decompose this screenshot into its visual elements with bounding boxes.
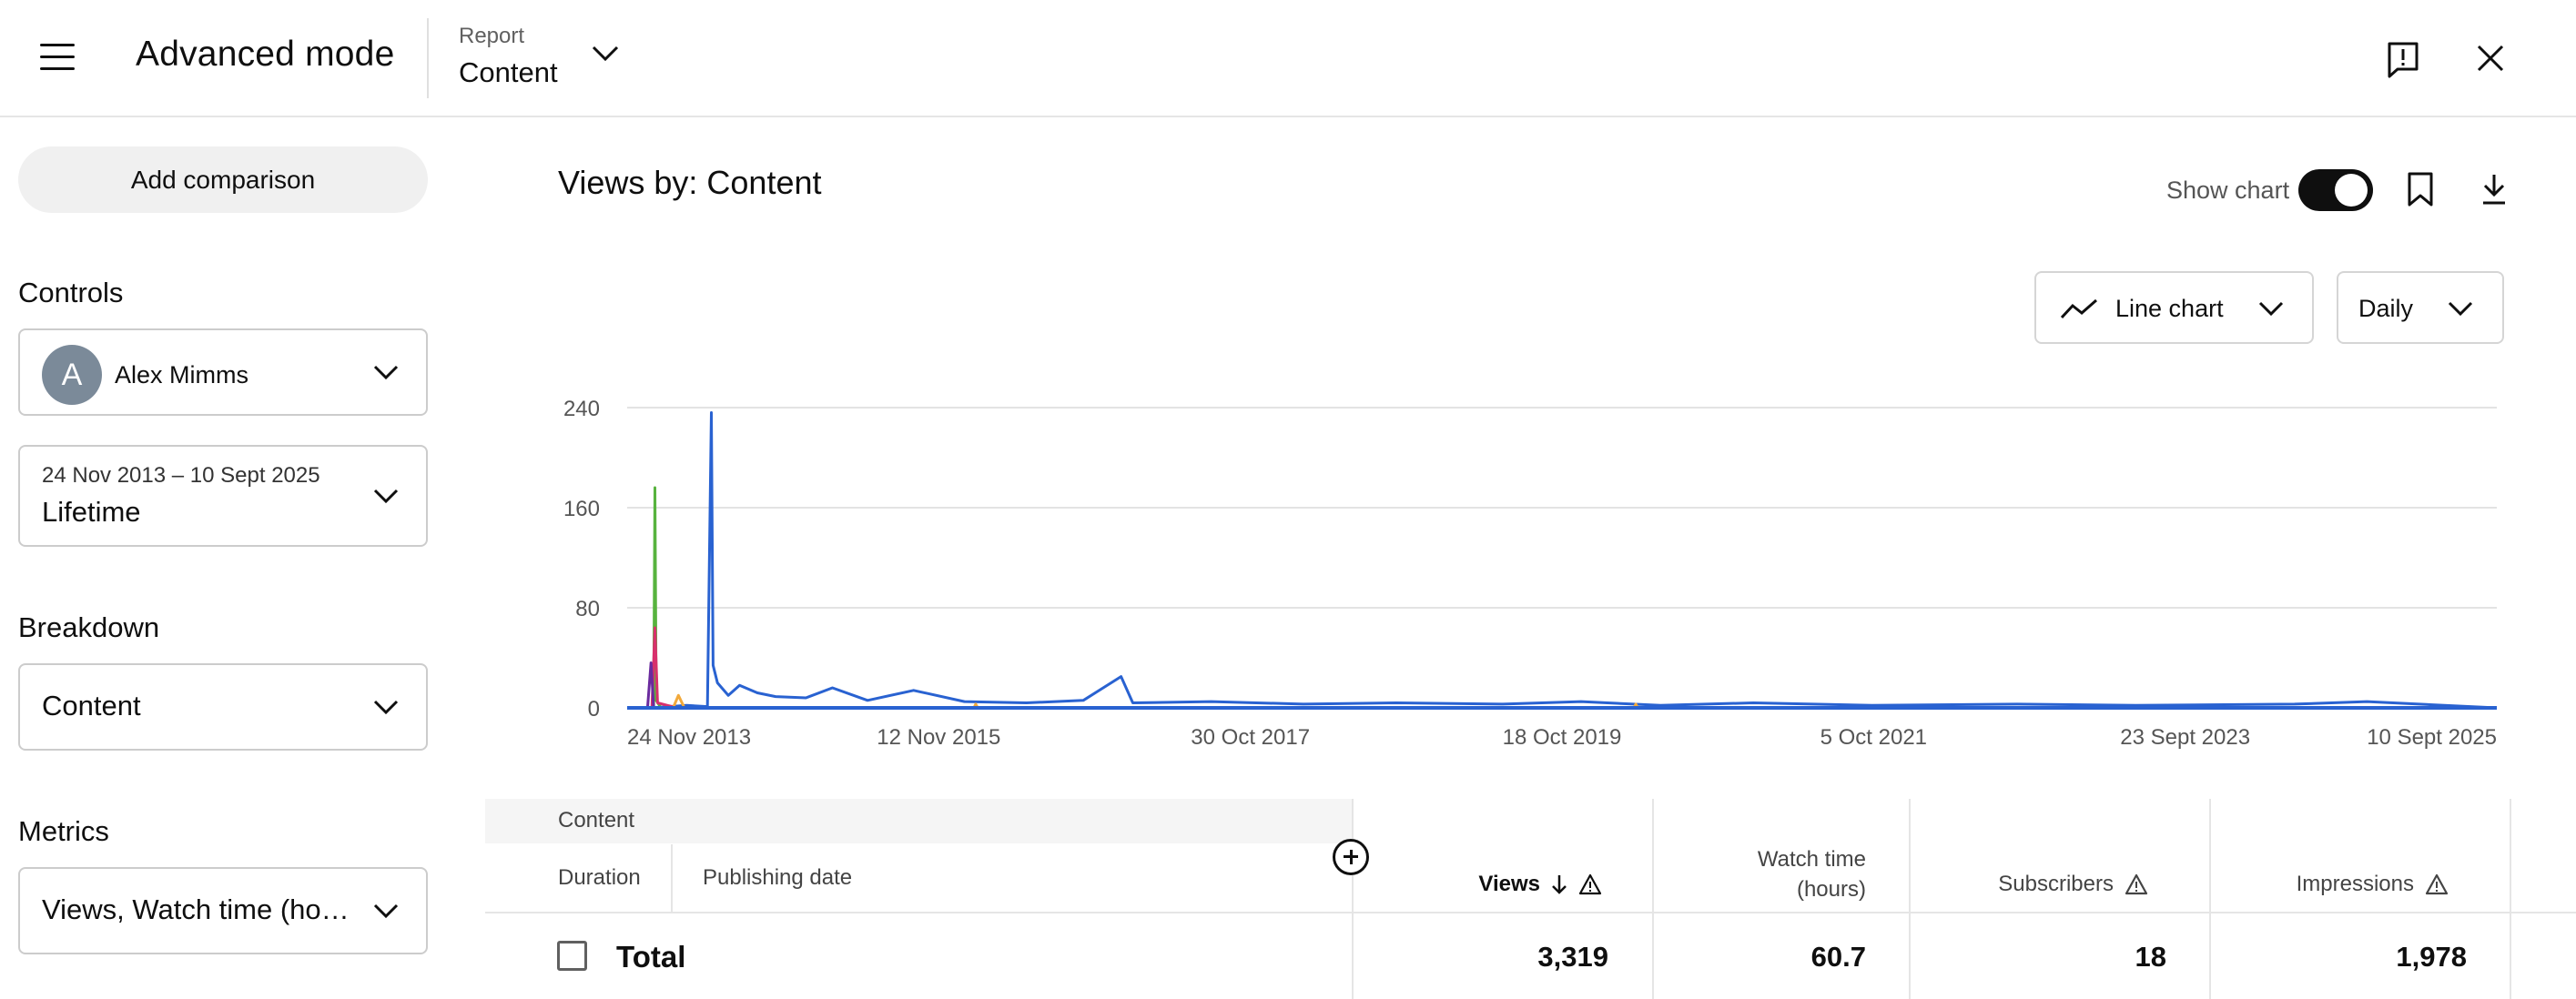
column-header-impressions[interactable]: Impressions xyxy=(2239,872,2449,897)
total-impressions: 1,978 xyxy=(2396,941,2467,973)
column-header-duration[interactable]: Duration xyxy=(558,865,641,890)
controls-heading: Controls xyxy=(18,277,124,308)
metrics-selector[interactable]: Views, Watch time (hours) xyxy=(18,867,428,954)
interval-label: Daily xyxy=(2358,295,2414,322)
avatar: A xyxy=(42,345,102,405)
top-bar: Advanced mode Report Content xyxy=(0,0,2576,117)
total-row-label: Total xyxy=(616,940,686,974)
column-header-watch-time[interactable]: Watch time (hours) xyxy=(1757,847,1866,902)
page-title: Advanced mode xyxy=(136,35,395,74)
y-tick-label: 240 xyxy=(563,397,600,421)
download-icon[interactable] xyxy=(2480,173,2508,206)
metrics-value: Views, Watch time (hours) xyxy=(42,893,351,925)
toggle-knob xyxy=(2335,174,2368,207)
menu-icon[interactable] xyxy=(40,44,75,71)
warning-icon xyxy=(1578,873,1602,895)
column-divider xyxy=(1652,799,1654,999)
column-divider xyxy=(2510,799,2511,999)
series-line-5 xyxy=(672,693,1639,710)
date-range-text: 24 Nov 2013 – 10 Sept 2025 xyxy=(42,463,320,488)
x-tick-label: 24 Nov 2013 xyxy=(627,725,751,750)
column-header-subscribers[interactable]: Subscribers xyxy=(1948,872,2148,897)
chart-type-selector[interactable]: Line chart xyxy=(2034,271,2314,344)
y-tick-label: 0 xyxy=(588,697,600,722)
series-line-4 xyxy=(645,661,655,709)
breakdown-value: Content xyxy=(42,690,141,722)
column-header-publishing-date[interactable]: Publishing date xyxy=(703,865,853,890)
chevron-down-icon xyxy=(373,365,399,380)
channel-selector[interactable]: A Alex Mimms xyxy=(18,328,428,416)
y-tick-label: 80 xyxy=(575,597,600,621)
close-icon[interactable] xyxy=(2476,44,2505,73)
table-header-band xyxy=(485,799,1353,843)
chevron-down-icon xyxy=(592,45,619,62)
x-tick-label: 5 Oct 2021 xyxy=(1820,725,1927,750)
interval-selector[interactable]: Daily xyxy=(2337,271,2504,344)
date-preset-label: Lifetime xyxy=(42,496,141,528)
date-range-selector[interactable]: 24 Nov 2013 – 10 Sept 2025 Lifetime xyxy=(18,445,428,547)
breakdown-heading: Breakdown xyxy=(18,611,160,643)
warning-icon xyxy=(2125,873,2148,895)
breakdown-selector[interactable]: Content xyxy=(18,663,428,751)
chevron-down-icon xyxy=(373,700,399,715)
chevron-down-icon xyxy=(373,903,399,919)
impressions-header-label: Impressions xyxy=(2296,872,2414,896)
table-divider xyxy=(485,912,2576,913)
chevron-down-icon xyxy=(373,489,399,504)
column-divider xyxy=(1352,799,1354,999)
channel-name: Alex Mimms xyxy=(115,361,248,388)
show-chart-toggle[interactable] xyxy=(2298,169,2373,211)
chart-title: Views by: Content xyxy=(558,164,822,201)
line-chart-icon xyxy=(2060,298,2097,319)
x-tick-label: 18 Oct 2019 xyxy=(1503,725,1622,750)
feedback-icon[interactable] xyxy=(2387,41,2419,79)
report-selector[interactable]: Report Content xyxy=(459,24,641,91)
warning-icon xyxy=(2425,873,2449,895)
add-column-button[interactable] xyxy=(1333,839,1369,875)
total-views: 3,319 xyxy=(1537,941,1608,973)
add-comparison-button[interactable]: Add comparison xyxy=(18,146,428,213)
metrics-heading: Metrics xyxy=(18,815,109,847)
total-row-checkbox[interactable] xyxy=(557,941,587,971)
x-tick-label: 12 Nov 2015 xyxy=(877,725,1000,750)
x-tick-label: 30 Oct 2017 xyxy=(1191,725,1310,750)
show-chart-label: Show chart xyxy=(2166,177,2290,204)
column-divider xyxy=(1909,799,1911,999)
column-divider xyxy=(671,844,673,912)
header-divider xyxy=(427,18,429,98)
x-tick-label: 10 Sept 2025 xyxy=(2367,725,2497,750)
chart-type-label: Line chart xyxy=(2115,295,2224,322)
bookmark-icon[interactable] xyxy=(2407,171,2434,207)
column-header-content[interactable]: Content xyxy=(558,808,635,832)
subscribers-header-label: Subscribers xyxy=(1998,872,2114,896)
x-tick-label: 23 Sept 2023 xyxy=(2120,725,2250,750)
chevron-down-icon xyxy=(2258,301,2284,317)
y-tick-label: 160 xyxy=(563,497,600,521)
column-divider xyxy=(2209,799,2211,999)
report-label: Report xyxy=(459,24,525,48)
sort-down-icon xyxy=(1552,875,1567,894)
views-line-chart: 0 80 160 240 24 Nov 2013 12 Nov 2015 30 Oct 20… xyxy=(563,397,2498,750)
chevron-down-icon xyxy=(2448,301,2473,317)
total-subscribers: 18 xyxy=(2135,941,2166,973)
report-value: Content xyxy=(459,56,558,88)
total-watch-time: 60.7 xyxy=(1810,941,1866,973)
views-header-label: Views xyxy=(1478,872,1540,896)
series-line-1 xyxy=(627,411,2498,710)
column-header-views[interactable]: Views xyxy=(1393,872,1602,897)
